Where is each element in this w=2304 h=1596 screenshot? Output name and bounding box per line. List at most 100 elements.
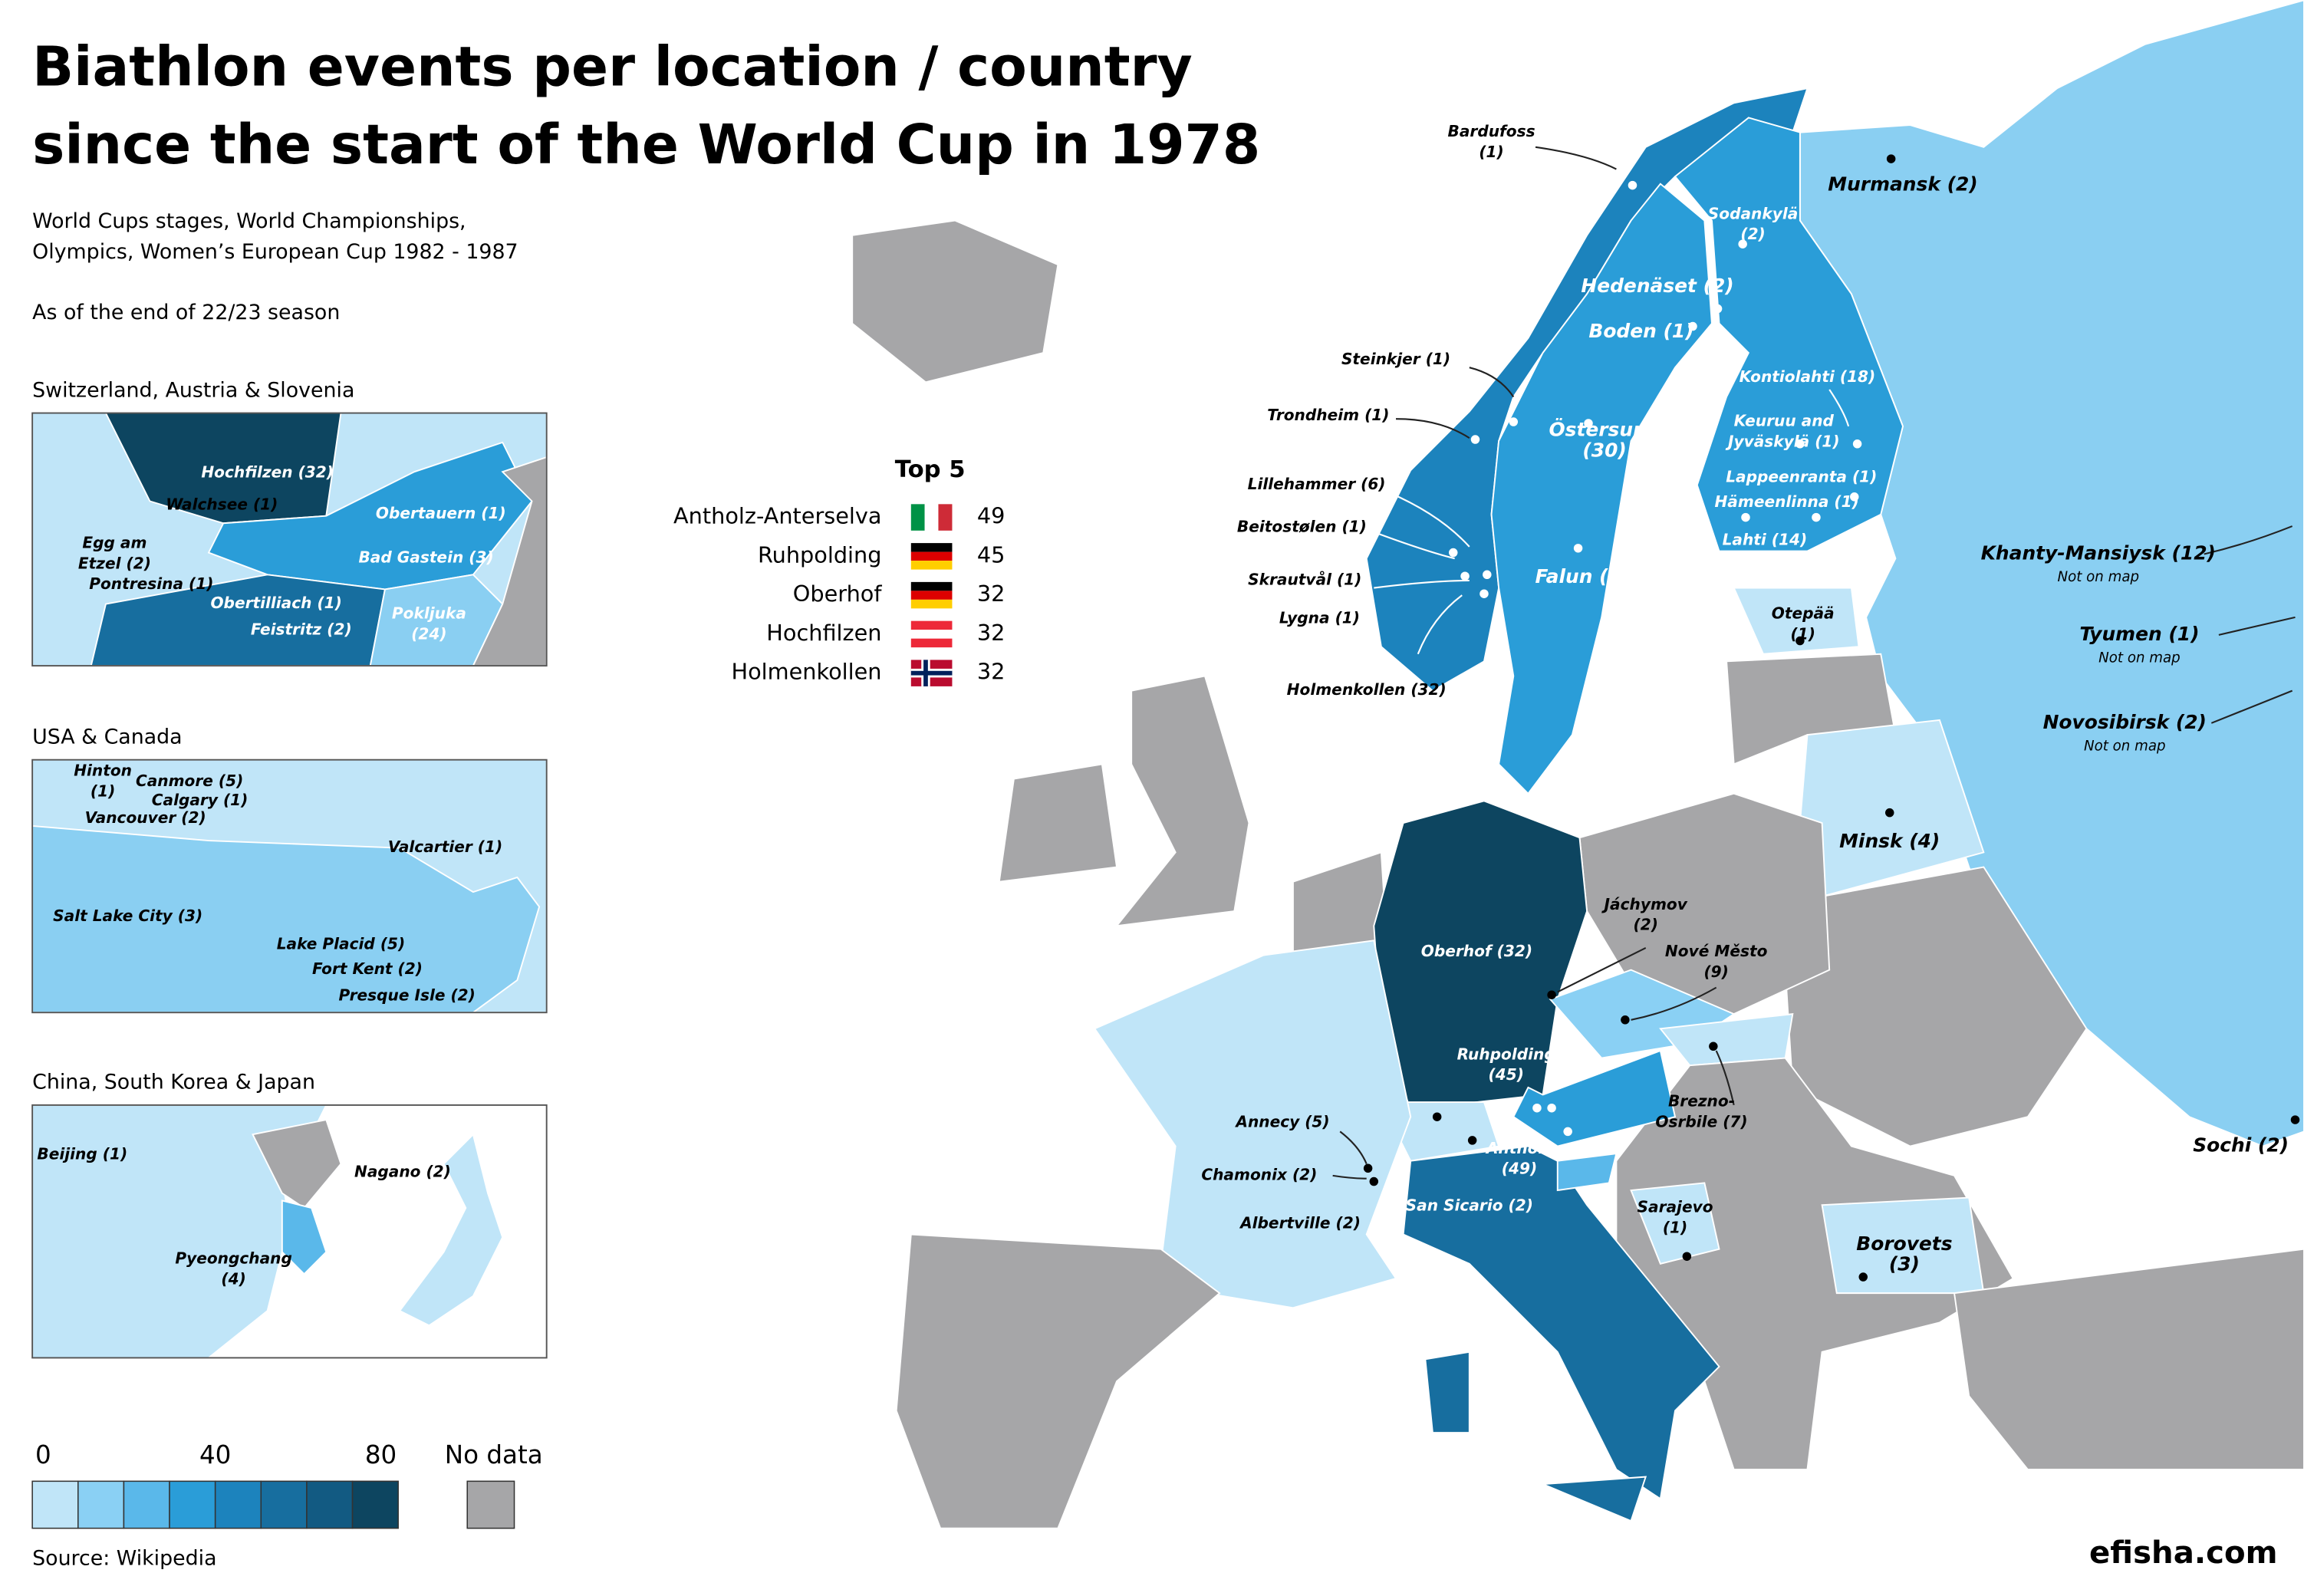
- inset-region: [252, 1118, 342, 1209]
- legend-bin: [260, 1480, 308, 1529]
- flag-part: [910, 561, 953, 570]
- italy: [1402, 1145, 1720, 1500]
- place-label: (1): [1791, 624, 1815, 643]
- place-label: Fort Kent (2): [312, 959, 423, 978]
- top5-value: 49: [977, 503, 1006, 529]
- place-label: Keuruu and: [1734, 412, 1835, 430]
- insets: Switzerland, Austria & Slovenia Hochfilze…: [31, 378, 548, 1359]
- subtitle-line: Olympics, Women’s European Cup 1982 - 19…: [32, 240, 518, 264]
- place-label: (1): [1663, 1218, 1687, 1236]
- place-label: Lake Placid (5): [277, 935, 405, 953]
- place-label: Egg am: [82, 534, 146, 552]
- top5-name: Antholz-Anterselva: [673, 503, 881, 529]
- flag-part: [910, 620, 953, 630]
- flag: [910, 581, 953, 609]
- legend-no-data-label: No data: [445, 1440, 543, 1469]
- place-label: (49): [1502, 1160, 1537, 1178]
- flag-part: [910, 670, 953, 676]
- venue-dots: [1381, 180, 1862, 1204]
- place-label: Lygna (1): [1279, 608, 1360, 627]
- poland: [1578, 792, 1831, 1015]
- place-label: Bad Gastein (3): [358, 548, 493, 567]
- place-label: (3): [1889, 1253, 1920, 1275]
- finland: [1674, 117, 1904, 552]
- place-label: Etzel (2): [78, 554, 151, 572]
- bosnia: [1630, 1182, 1720, 1265]
- place-label: Novosibirsk (2): [2043, 711, 2207, 733]
- label-note: Not on map: [2084, 738, 2165, 754]
- europe-map: [851, 0, 2304, 1529]
- place-label: Östersund: [1549, 418, 1661, 441]
- place-label: (4): [221, 1269, 245, 1288]
- place-label: Skrautvål (1): [1248, 570, 1361, 588]
- place-label: Holmenkollen (32): [1287, 680, 1447, 699]
- belarus: [1799, 719, 1985, 898]
- legend-bin: [123, 1480, 170, 1529]
- label-note: Not on map: [2058, 569, 2140, 585]
- place-label: Hedenäset (2): [1581, 275, 1733, 297]
- ireland: [998, 763, 1118, 883]
- flag-part: [910, 630, 953, 639]
- place-label: Falun (3): [1535, 565, 1631, 587]
- place-label: (2): [1740, 225, 1765, 243]
- flag-part: [910, 638, 953, 648]
- place-label: Calgary (1): [152, 791, 249, 809]
- label-note: Not on map: [2098, 650, 2180, 666]
- header: Biathlon events per location / country s…: [32, 35, 1260, 324]
- flag-part: [938, 504, 953, 531]
- place-label: Nagano (2): [354, 1163, 451, 1181]
- legend-tick: 40: [199, 1440, 231, 1469]
- place-label: Minsk (4): [1839, 830, 1940, 852]
- place-label: Lahti (14): [1723, 531, 1808, 549]
- flag-part: [910, 543, 953, 552]
- place-label: (1): [1479, 143, 1503, 161]
- slovenia: [1556, 1153, 1618, 1192]
- place-label: Presque Isle (2): [339, 986, 476, 1005]
- place-label: Hochfilzen (32): [201, 463, 334, 482]
- place-label: Kontiolahti (18): [1740, 367, 1876, 386]
- top5-name: Oberhof: [793, 581, 883, 607]
- place-label: Borovets: [1856, 1232, 1952, 1255]
- place-label: Ruhpolding: [1457, 1045, 1555, 1063]
- place-label: Murmansk (2): [1828, 173, 1977, 196]
- flag: [910, 660, 953, 686]
- place-label: Beijing (1): [37, 1145, 127, 1163]
- place-label: Sarajevo: [1637, 1198, 1713, 1216]
- top5-name: Ruhpolding: [758, 541, 881, 568]
- credit: efisha.com: [2089, 1535, 2277, 1571]
- inset-title: USA & Canada: [32, 725, 182, 749]
- place-label: Antholz: [1485, 1139, 1553, 1157]
- place-label: Salt Lake City (3): [53, 907, 202, 925]
- top5-title: Top 5: [895, 456, 966, 483]
- place-label: Oberhof (32): [1421, 942, 1532, 960]
- inset-region: [398, 1133, 504, 1327]
- place-label: San Sicario (2): [1406, 1196, 1533, 1215]
- place-label: Lillehammer (6): [1248, 475, 1386, 493]
- top5-name: Holmenkollen: [731, 659, 881, 685]
- top5-value: 32: [977, 659, 1006, 685]
- top5-value: 45: [977, 541, 1006, 568]
- place-label: (2): [1634, 916, 1658, 934]
- place-label: Albertville (2): [1239, 1214, 1361, 1232]
- place-label: Sodankylä: [1708, 204, 1799, 222]
- place-label: Khanty-Mansiysk (12): [1981, 541, 2216, 564]
- top5-value: 32: [977, 581, 1006, 607]
- place-label: Nové Město: [1665, 942, 1768, 960]
- place-label: Steinkjer (1): [1341, 350, 1450, 368]
- top5-value: 32: [977, 620, 1006, 646]
- place-label: (45): [1489, 1065, 1524, 1084]
- place-label: Pontresina (1): [89, 574, 213, 593]
- place-label: Chamonix (2): [1201, 1165, 1317, 1183]
- austria: [1512, 1049, 1677, 1147]
- place-label: (1): [91, 782, 115, 800]
- place-label: Lappeenranta (1): [1726, 467, 1877, 485]
- top5-table: Top 5 Antholz-Anterselva 49 Ruhpolding 45 Obe…: [673, 456, 1005, 686]
- top5-name: Hochfilzen: [766, 620, 881, 646]
- legend-no-data: [466, 1480, 515, 1529]
- sardinia: [1424, 1351, 1470, 1434]
- place-label: Feistritz (2): [251, 620, 352, 639]
- flag-part: [910, 504, 925, 531]
- legend-tick: 80: [365, 1440, 397, 1469]
- flag: [910, 543, 953, 570]
- place-label: Brezno-: [1668, 1092, 1735, 1111]
